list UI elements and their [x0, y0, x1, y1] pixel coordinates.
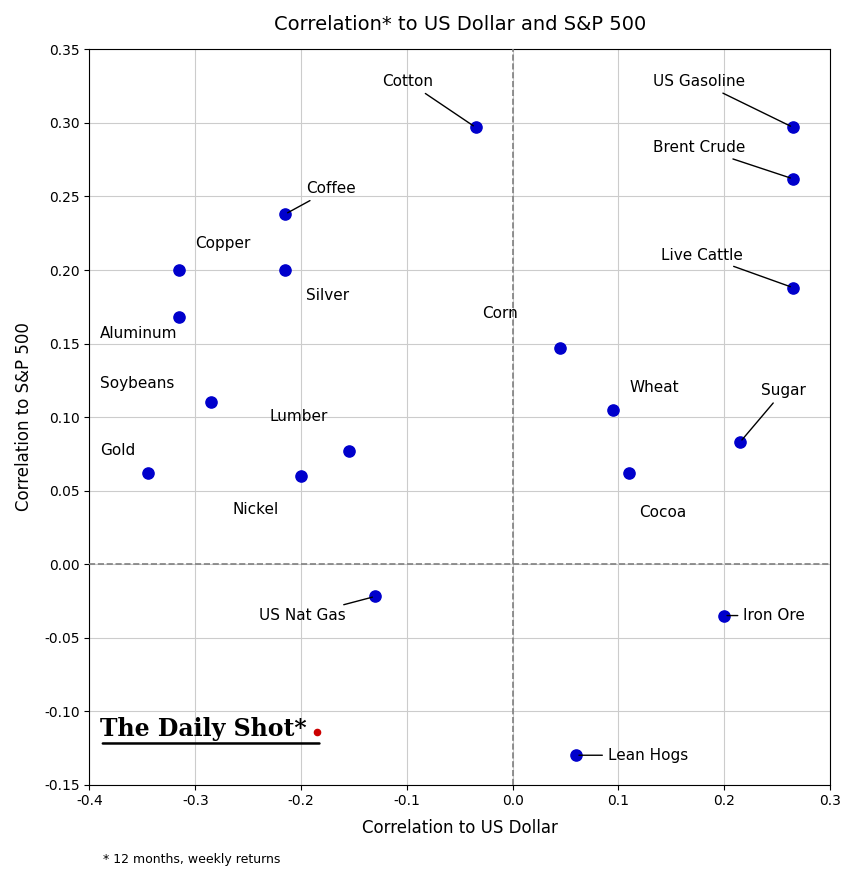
Text: Coffee: Coffee	[288, 181, 356, 213]
Title: Correlation* to US Dollar and S&P 500: Correlation* to US Dollar and S&P 500	[274, 15, 646, 34]
Text: Cocoa: Cocoa	[639, 505, 687, 520]
Text: Lean Hogs: Lean Hogs	[579, 748, 688, 763]
Point	[140, 466, 154, 480]
Point	[554, 341, 568, 355]
Point	[278, 207, 292, 221]
Point	[368, 590, 382, 604]
Text: The Daily Shot*: The Daily Shot*	[100, 717, 306, 741]
Point	[205, 395, 218, 409]
Point	[569, 748, 583, 762]
Text: Copper: Copper	[195, 236, 251, 251]
Text: Aluminum: Aluminum	[100, 326, 177, 341]
Text: Iron Ore: Iron Ore	[727, 608, 805, 623]
Text: Nickel: Nickel	[232, 503, 278, 518]
Text: Wheat: Wheat	[629, 380, 679, 395]
Point	[173, 310, 187, 324]
Text: Brent Crude: Brent Crude	[653, 140, 790, 178]
Point	[342, 444, 355, 458]
Text: Silver: Silver	[306, 288, 349, 303]
Point	[786, 281, 800, 295]
Text: Corn: Corn	[482, 306, 518, 321]
Point	[786, 120, 800, 134]
Point	[606, 402, 620, 416]
Text: US Nat Gas: US Nat Gas	[259, 597, 372, 623]
Point	[734, 435, 747, 449]
Text: Cotton: Cotton	[383, 74, 473, 126]
Text: Gold: Gold	[100, 443, 135, 458]
Text: Lumber: Lumber	[270, 409, 328, 424]
Point	[622, 466, 636, 480]
Point	[278, 263, 292, 277]
Y-axis label: Correlation to S&P 500: Correlation to S&P 500	[15, 322, 33, 511]
Point	[717, 608, 731, 622]
Text: * 12 months, weekly returns: * 12 months, weekly returns	[103, 852, 280, 866]
Text: Soybeans: Soybeans	[100, 376, 175, 391]
Point	[294, 469, 308, 483]
Point	[469, 120, 483, 134]
X-axis label: Correlation to US Dollar: Correlation to US Dollar	[362, 820, 558, 837]
Point	[173, 263, 187, 277]
Text: Sugar: Sugar	[742, 383, 806, 440]
Text: Live Cattle: Live Cattle	[662, 248, 790, 287]
Point	[310, 725, 324, 739]
Text: US Gasoline: US Gasoline	[653, 74, 791, 126]
Point	[786, 171, 800, 186]
